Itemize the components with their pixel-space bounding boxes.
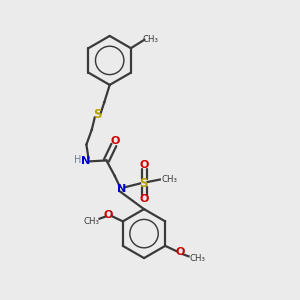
Text: O: O — [104, 209, 113, 220]
Text: CH₃: CH₃ — [161, 175, 177, 184]
Text: S: S — [140, 177, 148, 190]
Text: O: O — [140, 194, 149, 204]
Text: CH₃: CH₃ — [142, 35, 159, 44]
Text: CH₃: CH₃ — [83, 217, 99, 226]
Text: N: N — [117, 184, 126, 194]
Text: O: O — [175, 247, 184, 257]
Text: O: O — [110, 136, 119, 146]
Text: N: N — [81, 156, 90, 166]
Text: O: O — [140, 160, 149, 170]
Text: H: H — [74, 155, 81, 165]
Text: CH₃: CH₃ — [190, 254, 206, 263]
Text: S: S — [94, 108, 102, 121]
